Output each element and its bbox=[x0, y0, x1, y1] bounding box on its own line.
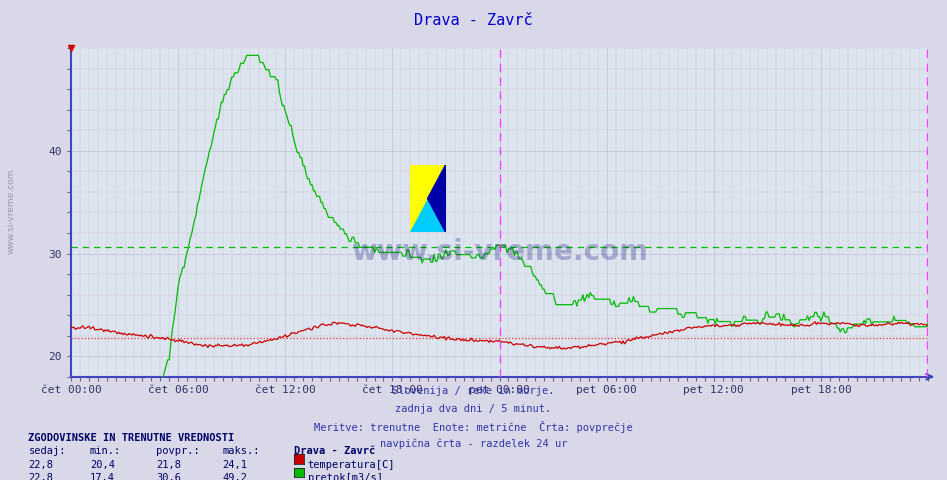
Text: Meritve: trenutne  Enote: metrične  Črta: povprečje: Meritve: trenutne Enote: metrične Črta: … bbox=[314, 421, 633, 433]
Text: 30,6: 30,6 bbox=[156, 473, 181, 480]
Text: www.si-vreme.com: www.si-vreme.com bbox=[351, 238, 648, 266]
Text: 22,8: 22,8 bbox=[28, 473, 53, 480]
Text: sedaj:: sedaj: bbox=[28, 446, 66, 456]
Text: navpična črta - razdelek 24 ur: navpična črta - razdelek 24 ur bbox=[380, 438, 567, 449]
Text: zadnja dva dni / 5 minut.: zadnja dva dni / 5 minut. bbox=[396, 404, 551, 414]
Text: pretok[m3/s]: pretok[m3/s] bbox=[308, 473, 383, 480]
Text: 20,4: 20,4 bbox=[90, 460, 115, 470]
Text: min.:: min.: bbox=[90, 446, 121, 456]
Text: Drava - Zavrč: Drava - Zavrč bbox=[414, 13, 533, 28]
Text: ZGODOVINSKE IN TRENUTNE VREDNOSTI: ZGODOVINSKE IN TRENUTNE VREDNOSTI bbox=[28, 433, 235, 443]
Text: Drava - Zavrč: Drava - Zavrč bbox=[294, 446, 375, 456]
Text: 24,1: 24,1 bbox=[223, 460, 247, 470]
Text: www.si-vreme.com: www.si-vreme.com bbox=[7, 168, 16, 254]
Polygon shape bbox=[427, 165, 445, 232]
Text: temperatura[C]: temperatura[C] bbox=[308, 460, 395, 470]
Text: 21,8: 21,8 bbox=[156, 460, 181, 470]
Text: povpr.:: povpr.: bbox=[156, 446, 200, 456]
Text: 17,4: 17,4 bbox=[90, 473, 115, 480]
Text: maks.:: maks.: bbox=[223, 446, 260, 456]
Text: 49,2: 49,2 bbox=[223, 473, 247, 480]
Text: Slovenija / reke in morje.: Slovenija / reke in morje. bbox=[392, 386, 555, 396]
Polygon shape bbox=[409, 165, 445, 232]
Text: 22,8: 22,8 bbox=[28, 460, 53, 470]
Polygon shape bbox=[409, 165, 445, 232]
